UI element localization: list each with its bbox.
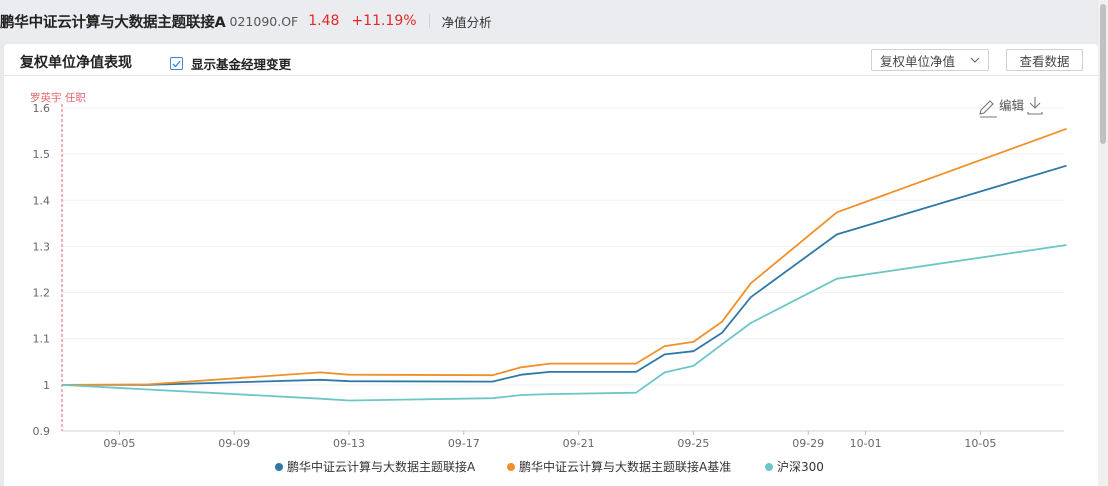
chevron-down-icon — [970, 57, 980, 63]
legend-label-2: 鹏华中证云计算与大数据主题联接A基准 — [519, 459, 731, 474]
legend-marker-1 — [275, 463, 283, 471]
fund-nav: 1.48 — [308, 13, 340, 29]
legend-label-3: 沪深300 — [777, 460, 824, 474]
fund-code: 021090.OF — [229, 13, 299, 29]
metric-select[interactable]: 复权单位净值 — [871, 49, 989, 71]
tab-nav-analysis[interactable]: 净值分析 — [441, 14, 492, 30]
legend-marker-2 — [507, 463, 515, 471]
fund-header: 鹏华中证云计算与大数据主题联接A 021090.OF 1.48 +11.19% … — [0, 0, 1096, 42]
x-tick-label: 09-21 — [563, 437, 595, 450]
x-tick-label: 09-17 — [448, 437, 480, 450]
series-line-2 — [61, 127, 1067, 386]
fund-name: 鹏华中证云计算与大数据主题联接A — [0, 14, 226, 31]
x-tick-label: 09-25 — [677, 437, 709, 450]
manager-change-toggle[interactable]: 显示基金经理变更 — [170, 54, 291, 73]
download-icon — [1027, 97, 1043, 115]
edit-label: 编辑 — [999, 98, 1024, 113]
legend-label-1: 鹏华中证云计算与大数据主题联接A — [287, 459, 476, 474]
y-tick-label: 1.5 — [33, 148, 51, 161]
y-tick-label: 1.6 — [33, 102, 51, 115]
checkbox-icon[interactable] — [170, 57, 183, 70]
x-tick-label: 09-09 — [218, 437, 250, 450]
x-tick-label: 09-05 — [103, 437, 135, 450]
edit-icon — [979, 100, 997, 118]
header-divider — [428, 14, 430, 28]
y-tick-label: 1.2 — [33, 287, 51, 300]
series-line-1 — [62, 164, 1067, 386]
x-tick-label: 09-29 — [792, 437, 824, 450]
metric-select-value: 复权单位净值 — [880, 53, 956, 69]
y-tick-label: 1 — [43, 379, 50, 392]
y-tick-label: 1.3 — [33, 240, 51, 253]
y-tick-label: 0.9 — [33, 425, 51, 438]
fund-change: +11.19% — [351, 13, 417, 29]
view-data-button[interactable]: 查看数据 — [1006, 49, 1083, 71]
panel-header: 复权单位净值表现 显示基金经理变更 复权单位净值 查看数据 — [4, 44, 1098, 76]
scrollbar-thumb[interactable] — [1100, 4, 1106, 144]
manager-change-label: 罗英宇 任职 — [30, 91, 86, 104]
legend-marker-3 — [765, 463, 773, 471]
x-tick-label: 10-05 — [964, 437, 996, 450]
x-tick-label: 10-01 — [850, 437, 882, 450]
y-tick-label: 1.1 — [33, 333, 51, 346]
x-tick-label: 09-13 — [333, 437, 365, 450]
checkbox-label: 显示基金经理变更 — [191, 57, 292, 72]
panel-title: 复权单位净值表现 — [20, 55, 132, 71]
chart-panel: 复权单位净值表现 显示基金经理变更 复权单位净值 查看数据 — [4, 44, 1098, 486]
series-line-3 — [61, 244, 1067, 402]
y-tick-label: 1.4 — [33, 194, 51, 207]
scrollbar-track[interactable] — [1098, 0, 1108, 486]
